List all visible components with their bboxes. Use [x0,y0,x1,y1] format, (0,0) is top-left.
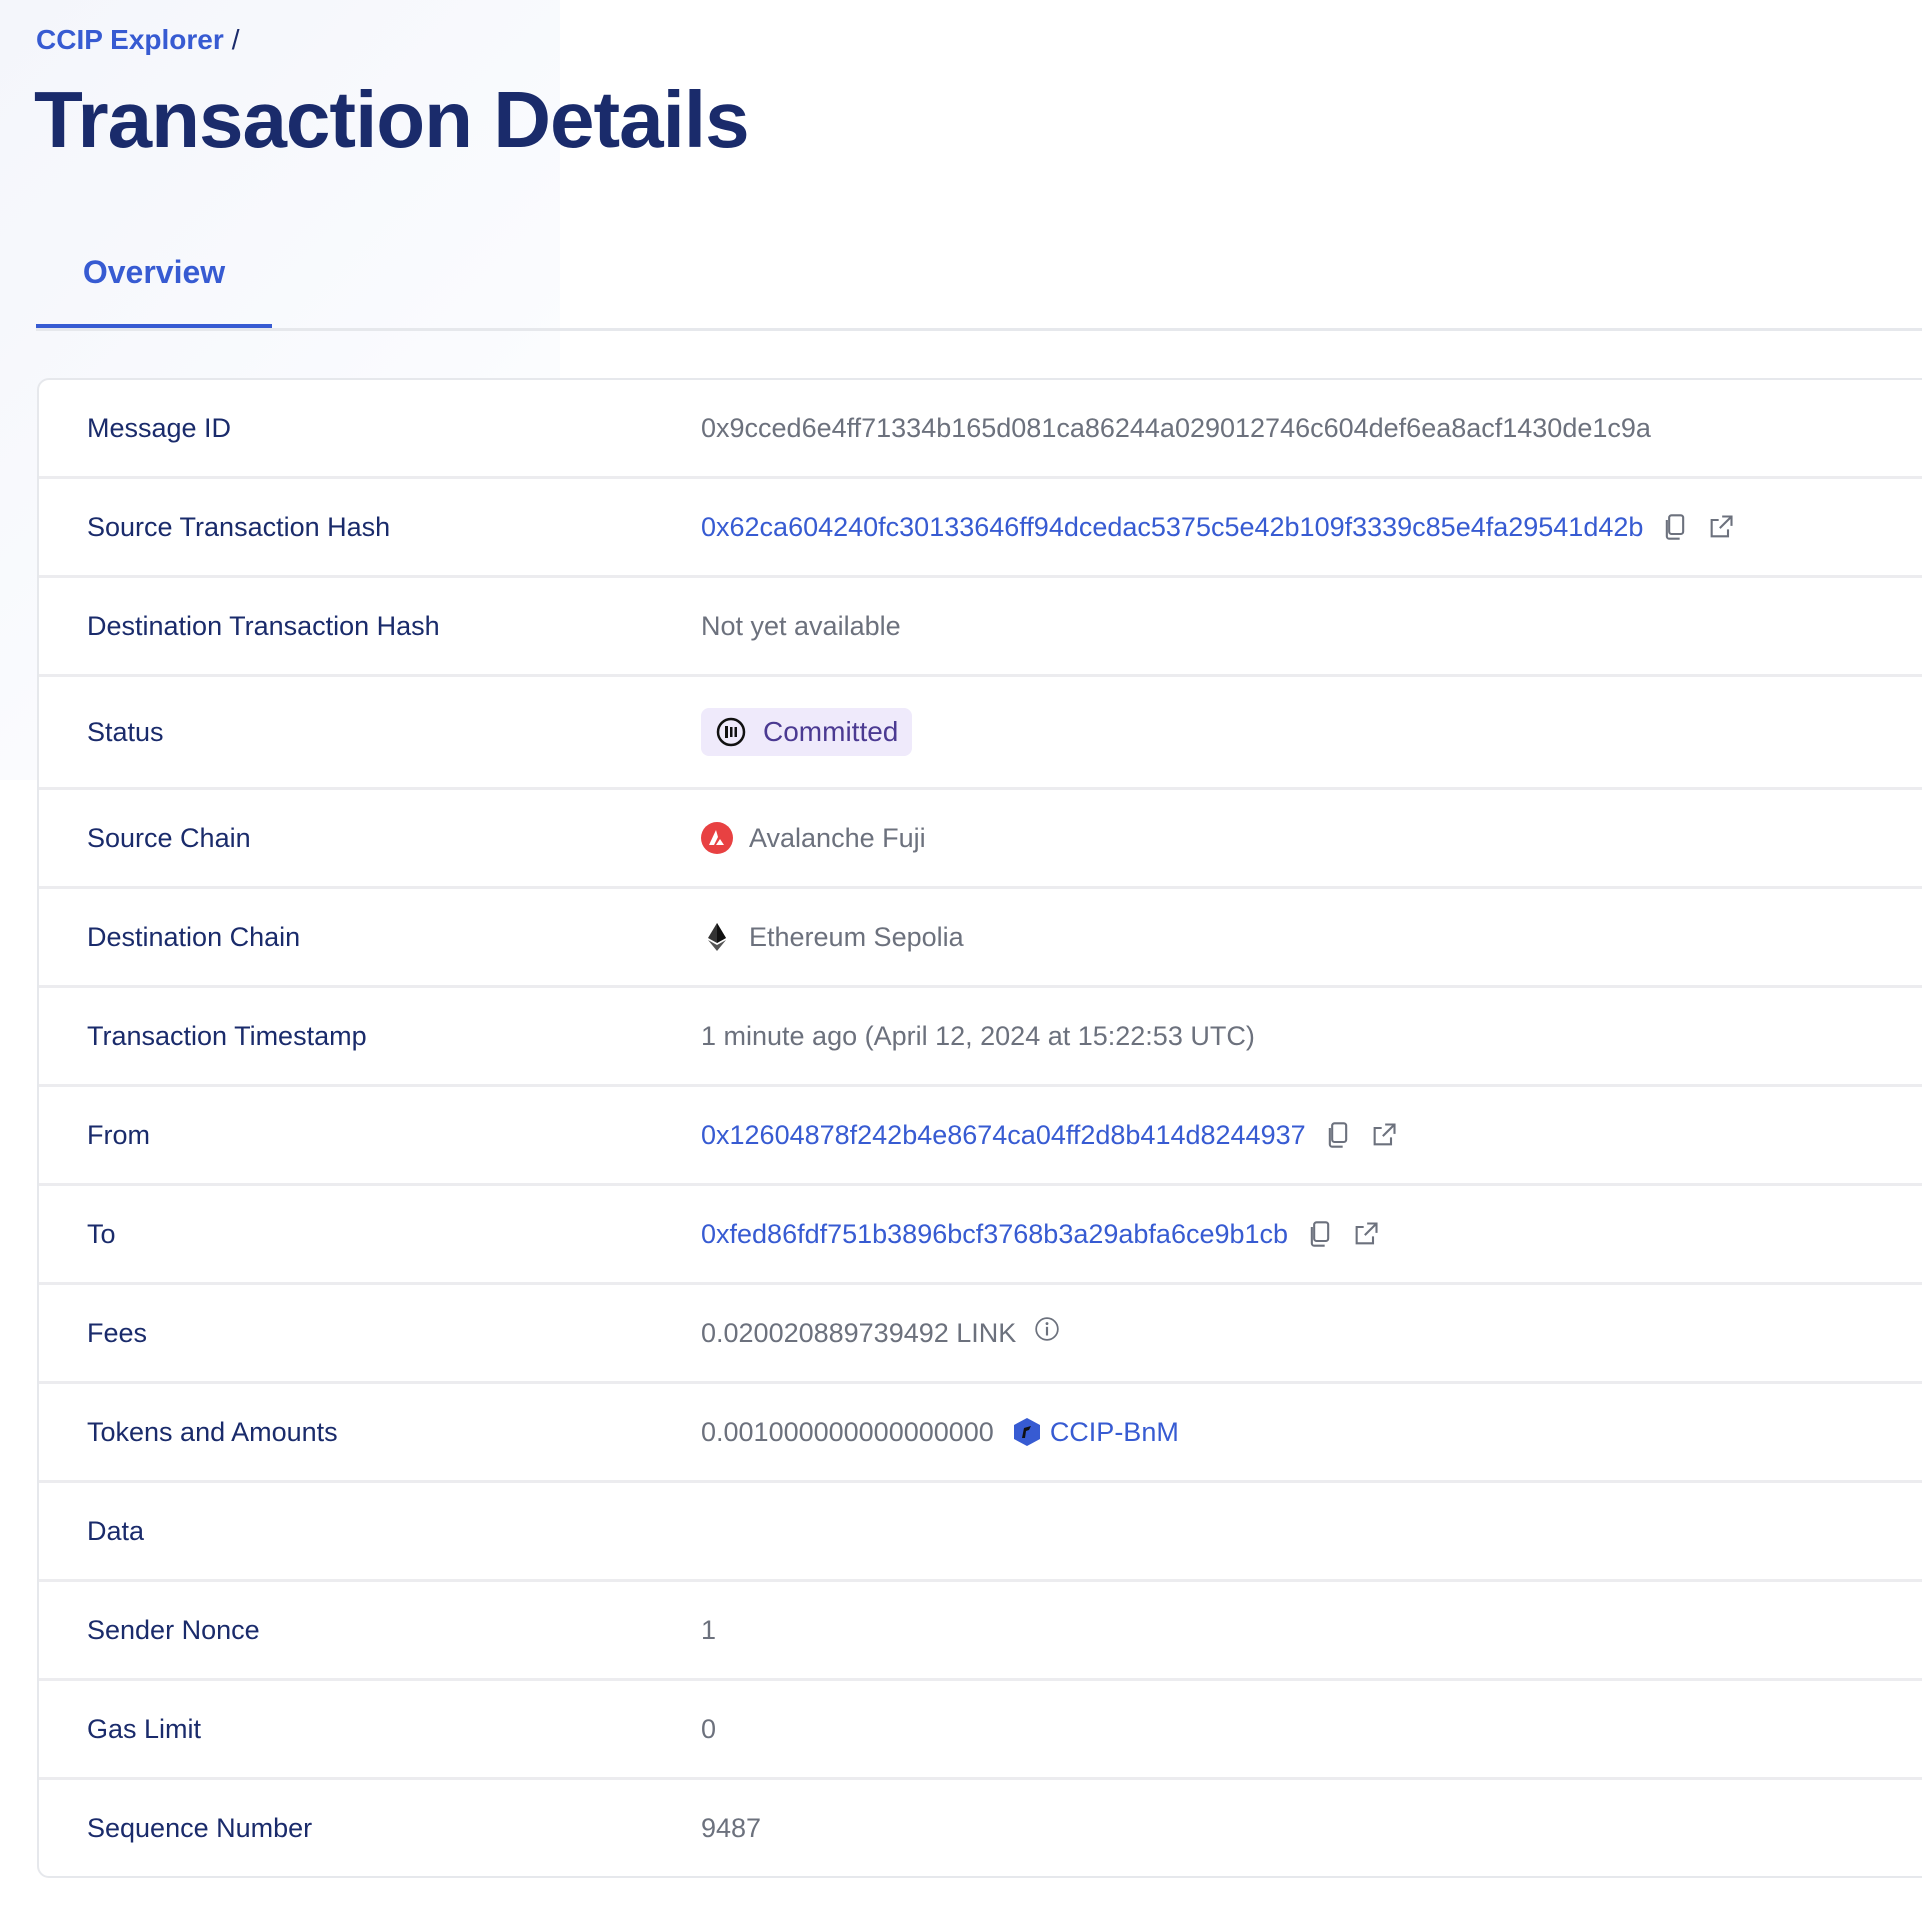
breadcrumb-ccip-explorer-link[interactable]: CCIP Explorer [36,24,224,55]
from-address-link[interactable]: 0x12604878f242b4e8674ca04ff2d8b414d82449… [701,1119,1306,1150]
avalanche-icon [701,822,733,854]
copy-icon[interactable] [1306,1220,1334,1248]
timestamp-value: 1 minute ago (April 12, 2024 at 15:22:53… [701,1020,1255,1051]
row-destination-chain: Destination Chain Ethereum Sepolia [39,889,1922,988]
row-fees: Fees 0.020020889739492 LINK [39,1285,1922,1384]
row-transaction-timestamp: Transaction Timestamp 1 minute ago (Apri… [39,988,1922,1087]
label: Destination Transaction Hash [87,610,440,641]
label: Gas Limit [87,1713,202,1744]
row-to: To 0xfed86fdf751b3896bcf3768b3a29abfa6ce… [39,1186,1922,1285]
row-source-chain: Source Chain Avalanche Fuji [39,790,1922,889]
breadcrumb: CCIP Explorer / [36,24,240,56]
row-status: Status Committed [39,677,1922,790]
row-sequence-number: Sequence Number 9487 [39,1780,1922,1876]
label: Destination Chain [87,921,301,952]
row-gas-limit: Gas Limit 0 [39,1681,1922,1780]
label: Fees [87,1317,148,1348]
details-card: Message ID 0x9cced6e4ff71334b165d081ca86… [37,378,1922,1878]
copy-icon[interactable] [1324,1121,1352,1149]
sequence-number-value: 9487 [701,1812,762,1843]
row-from: From 0x12604878f242b4e8674ca04ff2d8b414d… [39,1087,1922,1186]
status-text: Committed [763,716,899,747]
source-chain-value: Avalanche Fuji [749,822,926,853]
label: Data [87,1515,145,1546]
label: Transaction Timestamp [87,1020,367,1051]
info-icon[interactable] [1034,1316,1060,1342]
row-source-transaction-hash: Source Transaction Hash 0x62ca604240fc30… [39,479,1922,578]
label: Source Transaction Hash [87,511,391,542]
label: Source Chain [87,822,251,853]
external-link-icon[interactable] [1707,513,1735,541]
fees-value: 0.020020889739492 LINK [701,1317,1017,1348]
breadcrumb-separator: / [231,24,240,55]
pause-circle-icon [716,717,746,747]
label: Sender Nonce [87,1614,260,1645]
row-message-id: Message ID 0x9cced6e4ff71334b165d081ca86… [39,380,1922,479]
label: Status [87,716,164,747]
label: Tokens and Amounts [87,1416,338,1447]
tab-bar: Overview [36,252,1922,331]
destination-chain-value: Ethereum Sepolia [749,921,964,952]
row-sender-nonce: Sender Nonce 1 [39,1582,1922,1681]
label: Sequence Number [87,1812,313,1843]
ccip-bnm-token-icon [1013,1418,1040,1446]
source-tx-hash-link[interactable]: 0x62ca604240fc30133646ff94dcedac5375c5e4… [701,511,1644,542]
label: To [87,1218,116,1249]
tab-overview[interactable]: Overview [36,252,272,328]
row-tokens-and-amounts: Tokens and Amounts 0.001000000000000000 … [39,1384,1922,1483]
token-link[interactable]: CCIP-BnM [1049,1416,1179,1447]
external-link-icon[interactable] [1370,1121,1398,1149]
ethereum-icon [708,923,726,951]
row-data: Data [39,1483,1922,1582]
label: Message ID [87,412,232,443]
sender-nonce-value: 1 [701,1614,717,1645]
gas-limit-value: 0 [701,1713,717,1744]
token-amount: 0.001000000000000000 [701,1416,994,1447]
label: From [87,1119,150,1150]
dest-tx-hash-value: Not yet available [701,610,901,641]
message-id-value: 0x9cced6e4ff71334b165d081ca86244a0290127… [701,412,1651,443]
external-link-icon[interactable] [1352,1220,1380,1248]
row-destination-transaction-hash: Destination Transaction Hash Not yet ava… [39,578,1922,677]
copy-icon[interactable] [1661,513,1689,541]
status-badge: Committed [701,708,913,756]
page-title: Transaction Details [34,75,750,164]
to-address-link[interactable]: 0xfed86fdf751b3896bcf3768b3a29abfa6ce9b1… [701,1218,1289,1249]
